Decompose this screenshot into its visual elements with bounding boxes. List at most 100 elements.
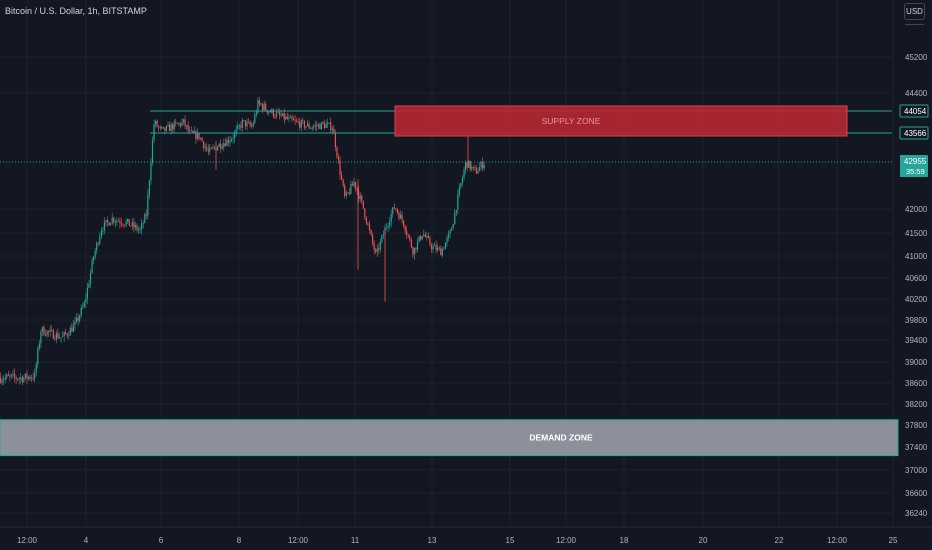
y-tick-label: 37000 [905, 466, 928, 475]
candle [463, 166, 465, 181]
x-tick-label: 12:00 [288, 536, 309, 545]
candle-body [387, 225, 389, 228]
candle-body [218, 143, 220, 148]
candle-body [420, 236, 422, 240]
candle [421, 235, 423, 241]
x-tick-label: 8 [237, 536, 242, 545]
candle-body [323, 123, 326, 128]
candle [217, 145, 219, 152]
candle-body [333, 128, 335, 133]
candle-body [399, 214, 402, 219]
candle-body [110, 223, 112, 226]
candle [337, 153, 340, 164]
candlestick-series [0, 96, 485, 386]
candle [43, 324, 45, 336]
candle [117, 218, 119, 222]
candle [403, 219, 405, 229]
candle-body [184, 119, 186, 126]
candle-body [10, 374, 13, 377]
candle-body [55, 333, 57, 340]
candle [24, 373, 26, 380]
candle-body [181, 122, 183, 126]
candle-body [452, 223, 454, 229]
candle [75, 313, 78, 324]
candle [367, 221, 369, 226]
candle [55, 330, 57, 344]
candle [184, 115, 186, 130]
candle [46, 330, 48, 338]
candle [272, 108, 274, 119]
x-tick-label: 12:00 [827, 536, 848, 545]
candle [175, 118, 177, 127]
demand-zone-label: DEMAND ZONE [529, 433, 593, 443]
candle [308, 120, 310, 131]
candle [96, 241, 98, 255]
candle [116, 217, 118, 226]
candle [88, 280, 90, 289]
candle-body [189, 130, 191, 132]
candle-body [268, 111, 270, 113]
candle [412, 246, 414, 258]
candle-body [54, 338, 56, 340]
candle-body [345, 192, 347, 196]
y-tick-label: 41500 [905, 229, 928, 238]
candle [348, 187, 350, 196]
candle [375, 247, 377, 254]
candle [218, 143, 220, 148]
candle [409, 234, 411, 242]
candle-body [119, 221, 121, 224]
candle [289, 115, 292, 118]
candle-body [165, 126, 168, 131]
candle-body [168, 124, 171, 131]
candle [168, 121, 171, 131]
candle [426, 232, 428, 241]
candle-body [440, 248, 442, 256]
candle [18, 376, 20, 385]
candle-body [158, 126, 160, 128]
candle [310, 126, 312, 129]
candle-body [438, 247, 440, 249]
candle-body [201, 138, 203, 142]
candle [292, 115, 295, 121]
candle [237, 122, 239, 131]
candle [446, 234, 448, 247]
candle-body [393, 207, 395, 209]
candle [379, 238, 381, 254]
candle-body [359, 195, 361, 199]
candle-body [300, 120, 302, 128]
candle [128, 219, 130, 226]
candle [108, 221, 110, 226]
candle [452, 223, 454, 229]
candle-body [226, 139, 228, 146]
currency-button[interactable]: USD [904, 3, 925, 20]
candle-body [385, 227, 388, 228]
candle [251, 121, 253, 130]
candle-body [367, 223, 369, 225]
candle [15, 375, 17, 384]
candle-body [187, 125, 189, 131]
candle [230, 136, 233, 143]
candle-body [74, 321, 76, 325]
candle [195, 129, 197, 144]
candle-body [457, 194, 459, 211]
candle-body [35, 364, 37, 373]
candle-body [151, 140, 154, 163]
candle [234, 130, 236, 143]
candle-body [86, 287, 88, 299]
candle-body [1, 380, 3, 383]
candle-body [176, 123, 178, 124]
candle [477, 167, 479, 174]
candle [429, 235, 431, 247]
candle [358, 185, 360, 203]
candle-body [398, 212, 400, 219]
candle-body [147, 194, 149, 216]
candle [319, 122, 321, 130]
y-tick-label: 37800 [905, 421, 928, 430]
candle-body [223, 143, 225, 148]
candle-body [128, 219, 130, 226]
candle-body [116, 220, 118, 222]
candle [339, 155, 341, 181]
candle [136, 223, 138, 233]
candle-body [308, 123, 310, 129]
